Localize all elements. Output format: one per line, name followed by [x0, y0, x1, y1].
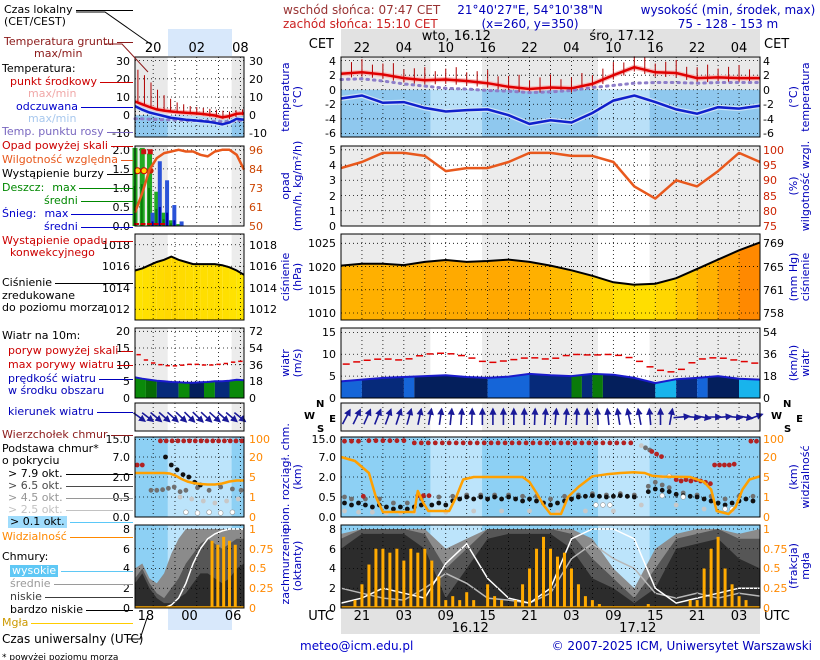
- main-bottom-time-strip: [341, 607, 760, 634]
- mini-top-night-band: [168, 29, 232, 56]
- mini-bottom-night-band: [168, 607, 232, 630]
- main-top-time-strip: [341, 29, 760, 56]
- contact-email-link[interactable]: meteo@icm.edu.pl: [300, 639, 414, 653]
